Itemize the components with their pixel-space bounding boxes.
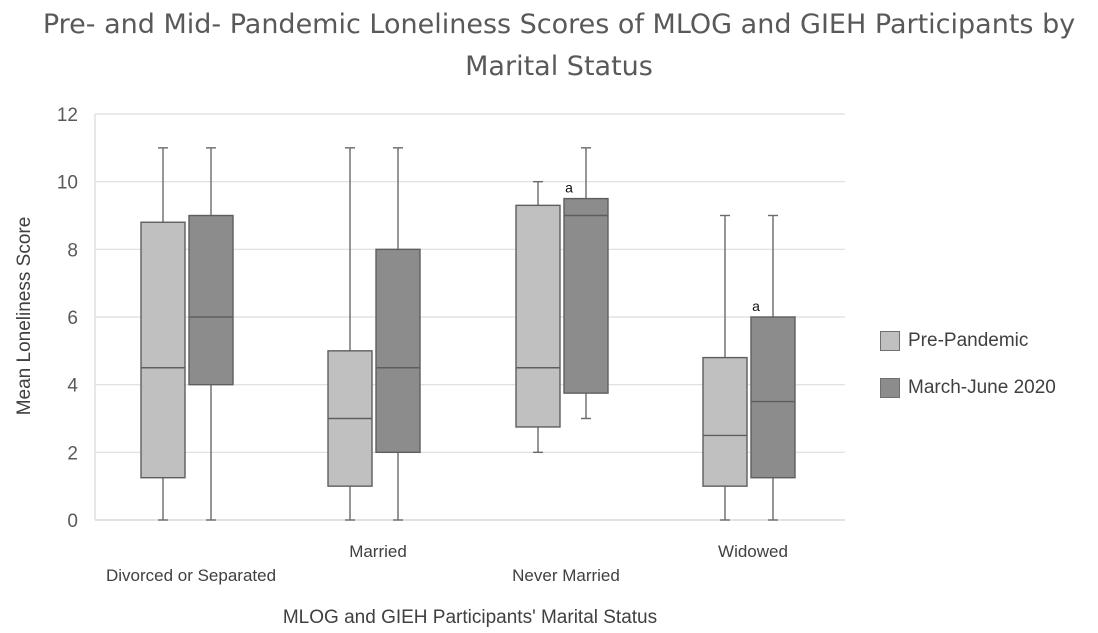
y-tick-labels: 0 2 4 6 8 10 12 [57, 105, 79, 532]
y-tick-label-10: 10 [57, 173, 78, 194]
chart-title: Pre- and Mid- Pandemic Loneliness Scores… [42, 9, 1076, 82]
legend-swatch-pre-pandemic [880, 331, 900, 351]
box-married-pre-pandemic [327, 147, 373, 521]
legend-item-pre-pandemic: Pre-Pandemic [880, 327, 1056, 355]
box-married-march-june-2020-iqr [375, 248, 421, 454]
box-never-married-pre-pandemic [515, 180, 561, 454]
box-widowed-pre-pandemic [702, 214, 748, 521]
box-divorced-or-separated-pre-pandemic [140, 147, 186, 521]
y-tick-label-6: 6 [67, 308, 78, 329]
box-divorced-or-separated-pre-pandemic-iqr [140, 221, 186, 479]
x-axis-label: MLOG and GIEH Participants' Marital Stat… [283, 607, 657, 628]
legend-label-pre-pandemic: Pre-Pandemic [908, 330, 1029, 351]
annotation-1: a [565, 180, 573, 196]
y-tick-label-0: 0 [67, 511, 78, 532]
box-widowed-march-june-2020 [750, 214, 796, 521]
legend-label-march-june-2020: March-June 2020 [908, 377, 1056, 398]
box-never-married-march-june-2020 [563, 147, 609, 420]
x-category-label-married: Married [349, 542, 407, 561]
y-tick-label-8: 8 [67, 240, 78, 261]
box-divorced-or-separated-march-june-2020 [188, 147, 234, 521]
legend-swatch-march-june-2020 [880, 378, 900, 398]
x-category-label-never-married: Never Married [512, 566, 620, 585]
box-never-married-pre-pandemic-iqr [515, 204, 561, 428]
box-divorced-or-separated-march-june-2020-iqr [188, 214, 234, 386]
box-never-married-march-june-2020-iqr [563, 197, 609, 394]
x-category-label-widowed: Widowed [718, 542, 788, 561]
box-married-march-june-2020 [375, 147, 421, 521]
annotation-2: a [752, 298, 760, 314]
box-widowed-march-june-2020-iqr [750, 316, 796, 479]
x-category-label-divorced-or-separated: Divorced or Separated [106, 566, 276, 585]
y-tick-label-4: 4 [67, 376, 78, 397]
y-axis-label: Mean Loneliness Score [14, 217, 35, 416]
x-category-labels: Divorced or Separated Married Never Marrie… [106, 542, 788, 585]
box-widowed-pre-pandemic-iqr [702, 356, 748, 487]
legend-item-march-june-2020: March-June 2020 [880, 374, 1056, 402]
y-tick-label-12: 12 [57, 105, 78, 126]
box-plots: aa [140, 147, 796, 521]
legend: Pre-Pandemic March-June 2020 [880, 327, 1056, 421]
y-tick-label-2: 2 [67, 443, 78, 464]
